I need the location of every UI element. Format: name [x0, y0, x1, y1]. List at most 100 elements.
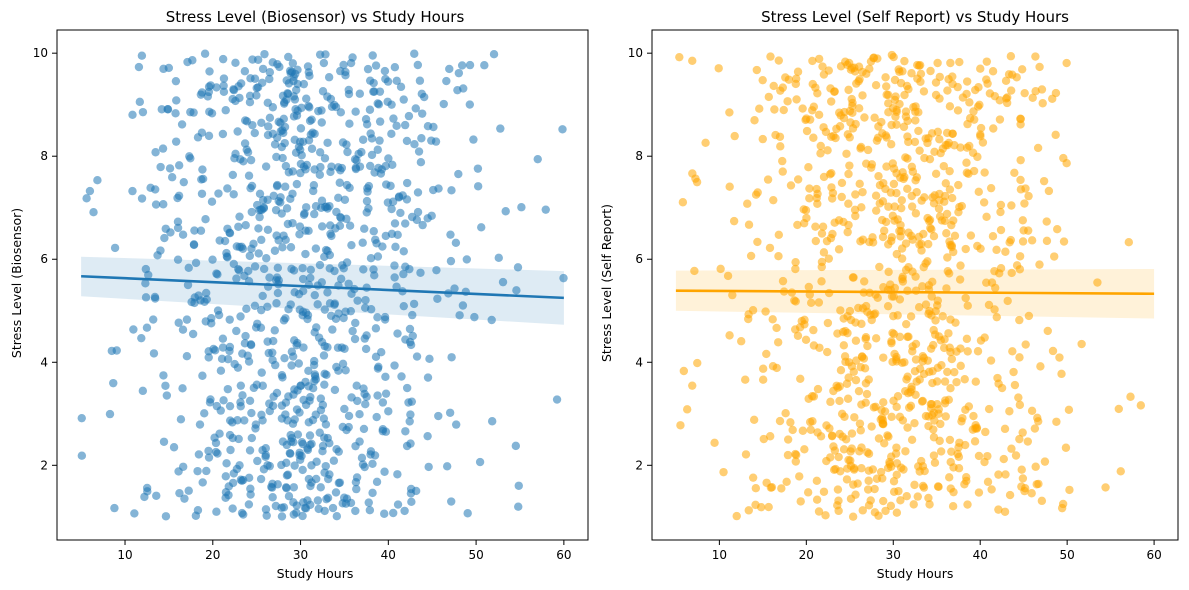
scatter-point [512, 286, 521, 295]
scatter-point [782, 477, 791, 486]
scatter-point [973, 152, 982, 162]
scatter-point [986, 356, 996, 365]
scatter-point [338, 499, 347, 508]
scatter-point [857, 464, 866, 473]
scatter-point [197, 175, 206, 184]
scatter-point [259, 264, 269, 274]
scatter-point [746, 251, 756, 261]
scatter-point [299, 498, 308, 507]
scatter-point [994, 470, 1003, 479]
scatter-point [976, 64, 985, 73]
scatter-point [446, 230, 455, 239]
scatter-point [848, 273, 858, 282]
scatter-point [848, 101, 857, 111]
scatter-point [344, 411, 354, 421]
scatter-point [1001, 76, 1011, 86]
scatter-point [1008, 347, 1017, 356]
scatter-point [848, 512, 858, 521]
scatter-point [197, 189, 207, 198]
scatter-point [743, 199, 752, 208]
scatter-point [233, 416, 242, 425]
scatter-point [298, 465, 307, 475]
scatter-point [1065, 485, 1074, 495]
scatter-point [179, 177, 188, 187]
scatter-point [128, 110, 137, 119]
scatter-point [298, 263, 307, 273]
scatter-point [223, 354, 233, 364]
scatter-point [817, 277, 826, 286]
scatter-point [869, 53, 878, 63]
confidence-band [81, 256, 564, 325]
scatter-point [860, 113, 869, 122]
scatter-point [311, 474, 321, 484]
scatter-point [373, 391, 382, 400]
scatter-point [752, 65, 762, 75]
scatter-point [769, 81, 778, 91]
y-tick-label: 6 [40, 252, 48, 266]
scatter-point [236, 381, 246, 390]
scatter-point [344, 279, 353, 288]
scatter-point [1010, 380, 1020, 390]
scatter-point [995, 269, 1004, 278]
scatter-point [457, 61, 467, 70]
scatter-point [313, 300, 322, 309]
scatter-point [1009, 367, 1018, 377]
scatter-point [314, 106, 323, 116]
scatter-point [216, 406, 225, 415]
scatter-point [280, 122, 290, 132]
scatter-point [320, 433, 329, 442]
scatter-point [402, 178, 412, 188]
scatter-point [282, 204, 292, 213]
scatter-point [220, 236, 230, 246]
scatter-point [1000, 424, 1010, 434]
scatter-point [983, 477, 993, 487]
scatter-point [748, 473, 758, 482]
scatter-point [772, 323, 781, 333]
scatter-point [186, 107, 195, 117]
scatter-point [756, 502, 766, 512]
scatter-point [1053, 224, 1062, 234]
scatter-point [287, 264, 296, 274]
scatter-point [971, 85, 980, 95]
scatter-point [372, 239, 381, 248]
scatter-point [817, 262, 826, 272]
scatter-point [758, 375, 768, 384]
scatter-point [1048, 346, 1058, 356]
scatter-point [943, 367, 952, 377]
scatter-point [948, 79, 957, 89]
scatter-point [387, 129, 396, 139]
scatter-point [265, 113, 275, 123]
scatter-point [855, 447, 864, 456]
scatter-point [976, 336, 986, 345]
scatter-point [290, 415, 299, 424]
scatter-point [407, 212, 417, 222]
scatter-point [250, 301, 260, 310]
scatter-point [384, 407, 393, 416]
scatter-point [327, 231, 336, 241]
scatter-point [463, 509, 472, 518]
scatter-point [159, 437, 169, 446]
scatter-point [766, 52, 775, 61]
scatter-point [364, 181, 374, 191]
scatter-point [1031, 462, 1040, 471]
scatter-point [359, 265, 368, 274]
scatter-point [256, 323, 266, 332]
scatter-point [200, 49, 210, 58]
scatter-point [908, 267, 917, 276]
scatter-point [320, 252, 329, 262]
scatter-point [202, 466, 211, 476]
scatter-point [903, 184, 912, 194]
scatter-point [819, 248, 829, 257]
scatter-point [305, 116, 315, 126]
scatter-point [234, 222, 243, 231]
scatter-point [389, 114, 398, 123]
scatter-point [969, 166, 979, 176]
scatter-point [312, 323, 321, 332]
scatter-point [380, 312, 390, 322]
scatter-point [313, 496, 323, 505]
scatter-point [249, 239, 258, 249]
scatter-point [933, 58, 942, 68]
scatter-point [764, 92, 773, 102]
scatter-point [224, 490, 233, 500]
scatter-point [1003, 296, 1012, 306]
